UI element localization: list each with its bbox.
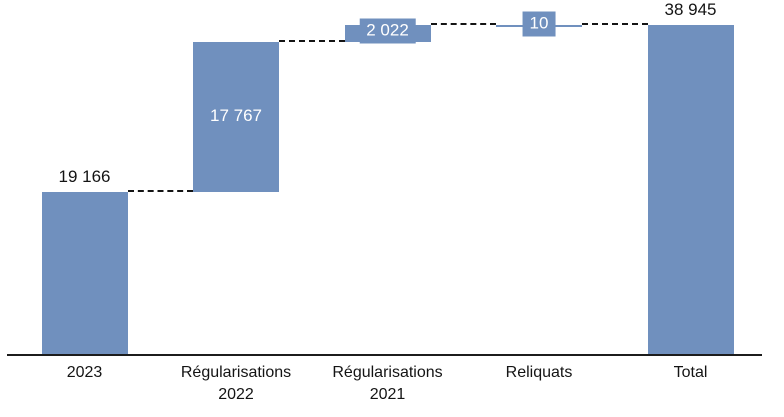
bar-2023 <box>41 192 128 354</box>
connector-4 <box>582 23 648 25</box>
category-label-reliquats: Reliquats <box>505 364 573 381</box>
category-label-2023: 2023 <box>66 364 103 381</box>
data-label-2023: 19 166 <box>58 167 111 187</box>
connector-2 <box>279 40 345 42</box>
connector-1 <box>127 190 193 193</box>
data-label-total: 38 945 <box>664 0 717 19</box>
connector-3 <box>430 22 496 25</box>
bar-regularisations-2022 <box>193 42 279 193</box>
data-label-reliquats: 10 <box>522 11 556 37</box>
category-label-regularisations2021: Régularisations 2021 <box>332 364 443 403</box>
data-label-regularisations-2021: 2 022 <box>359 18 416 44</box>
data-label-regularisations-2022: 17 767 <box>210 106 262 126</box>
bar-total <box>647 25 734 354</box>
category-label-total: Total <box>673 364 708 381</box>
category-label-regularisations2022: Régularisations 2022 <box>180 364 292 403</box>
x-axis-line <box>7 354 762 356</box>
